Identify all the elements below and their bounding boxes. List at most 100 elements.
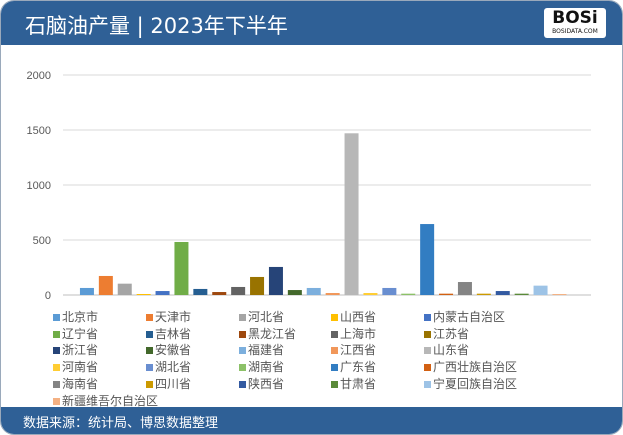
y-tick-label: 500 — [33, 235, 51, 247]
bar-江苏省 — [250, 276, 265, 295]
footer-bar: 数据来源：统计局、博思数据整理 — [1, 407, 622, 434]
bar-天津市 — [98, 275, 113, 295]
legend-label: 安徽省 — [155, 343, 192, 358]
data-source: 数据来源：统计局、博思数据整理 — [23, 416, 219, 431]
legend-item: 河南省 — [53, 358, 98, 375]
legend-swatch — [146, 330, 153, 338]
bar-安徽省 — [287, 290, 302, 295]
legend-swatch — [424, 364, 431, 372]
legend-swatch — [53, 397, 60, 405]
bar-宁夏回族自治区 — [533, 285, 548, 295]
legend-swatch — [424, 347, 431, 355]
legend-label: 山东省 — [433, 343, 470, 358]
legend-swatch — [239, 330, 246, 338]
legend-item: 广东省 — [331, 358, 376, 375]
legend-label: 天津市 — [155, 310, 192, 324]
logo-subtext: BOSIDATA.COM — [552, 28, 598, 35]
y-tick-label: 1000 — [27, 180, 51, 192]
bar-北京市 — [79, 287, 94, 295]
bar-山西省 — [136, 294, 151, 295]
legend-label: 河南省 — [62, 360, 99, 375]
legend-item: 甘肃省 — [331, 375, 376, 392]
legend-label: 甘肃省 — [340, 376, 377, 391]
bar-广东省 — [420, 224, 435, 295]
legend-item: 吉林省 — [146, 325, 191, 342]
legend-item: 上海市 — [331, 325, 376, 342]
legend-swatch — [331, 364, 338, 372]
chart-title: 石脑油产量 | 2023年下半年 — [25, 14, 288, 38]
legend-swatch — [146, 380, 153, 388]
header-bar: 石脑油产量 | 2023年下半年 BOSi BOSIDATA.COM — [1, 1, 622, 45]
bar-河南省 — [363, 293, 378, 295]
legend-swatch — [424, 380, 431, 388]
bar-海南省 — [457, 282, 472, 295]
bar-湖北省 — [382, 287, 397, 295]
legend-item: 新疆维吾尔自治区 — [53, 392, 158, 409]
legend-item: 河北省 — [239, 308, 284, 325]
bar-河北省 — [117, 283, 132, 295]
legend-label: 吉林省 — [155, 326, 192, 341]
legend-swatch — [331, 380, 338, 388]
legend-label: 新疆维吾尔自治区 — [62, 393, 159, 408]
legend-label: 辽宁省 — [62, 326, 99, 341]
legend-label: 湖南省 — [248, 360, 285, 375]
legend-swatch — [53, 347, 60, 355]
legend-label: 北京市 — [62, 310, 99, 324]
legend-label: 上海市 — [340, 326, 377, 341]
legend-item: 辽宁省 — [53, 325, 98, 342]
legend-label: 湖北省 — [155, 360, 192, 375]
legend-swatch — [331, 314, 338, 321]
legend-label: 四川省 — [155, 376, 192, 391]
legend-item: 江苏省 — [424, 325, 469, 342]
legend-label: 广东省 — [340, 360, 377, 375]
legend-swatch — [146, 347, 153, 355]
bar-新疆维吾尔自治区 — [552, 294, 567, 295]
legend-swatch — [146, 364, 153, 372]
legend-item: 黑龙江省 — [239, 325, 296, 342]
legend-item: 山西省 — [331, 308, 376, 325]
legend-label: 广西壮族自治区 — [433, 360, 518, 375]
bosi-logo: BOSi BOSIDATA.COM — [544, 8, 606, 38]
legend-item: 广西壮族自治区 — [424, 358, 517, 375]
legend-label: 山西省 — [340, 310, 377, 324]
bar-四川省 — [476, 293, 491, 295]
legend-swatch — [424, 314, 431, 321]
bar-内蒙古自治区 — [155, 291, 170, 295]
legend-swatch — [331, 330, 338, 338]
legend-label: 江苏省 — [433, 326, 470, 341]
y-tick-label: 0 — [45, 290, 51, 302]
legend-label: 宁夏回族自治区 — [433, 376, 518, 391]
bar-江西省 — [325, 293, 340, 295]
legend-item: 江西省 — [331, 341, 376, 358]
y-tick-label: 2000 — [27, 70, 51, 82]
bar-山东省 — [344, 133, 359, 295]
legend-label: 浙江省 — [62, 343, 99, 358]
y-tick-label: 1500 — [27, 125, 51, 137]
logo-text: BOSi — [552, 8, 598, 28]
legend-swatch — [239, 314, 246, 321]
bar-甘肃省 — [514, 293, 529, 295]
legend-label: 海南省 — [62, 376, 99, 391]
legend-item: 山东省 — [424, 341, 469, 358]
bar-上海市 — [231, 286, 246, 295]
bar-湖南省 — [401, 293, 416, 295]
legend-item: 陕西省 — [239, 375, 284, 392]
legend-swatch — [53, 314, 60, 321]
legend-item: 湖南省 — [239, 358, 284, 375]
legend-swatch — [424, 330, 431, 338]
legend-label: 陕西省 — [248, 376, 285, 391]
legend-swatch — [239, 347, 246, 355]
bar-黑龙江省 — [212, 292, 227, 295]
legend-swatch — [53, 380, 60, 388]
legend-item: 湖北省 — [146, 358, 191, 375]
legend-item: 福建省 — [239, 341, 284, 358]
legend-item: 浙江省 — [53, 341, 98, 358]
bar-陕西省 — [495, 291, 510, 295]
legend-item: 天津市 — [146, 308, 191, 325]
legend-swatch — [239, 380, 246, 388]
legend-label: 江西省 — [340, 343, 377, 358]
legend-item: 内蒙古自治区 — [424, 308, 505, 325]
bar-辽宁省 — [174, 241, 189, 295]
